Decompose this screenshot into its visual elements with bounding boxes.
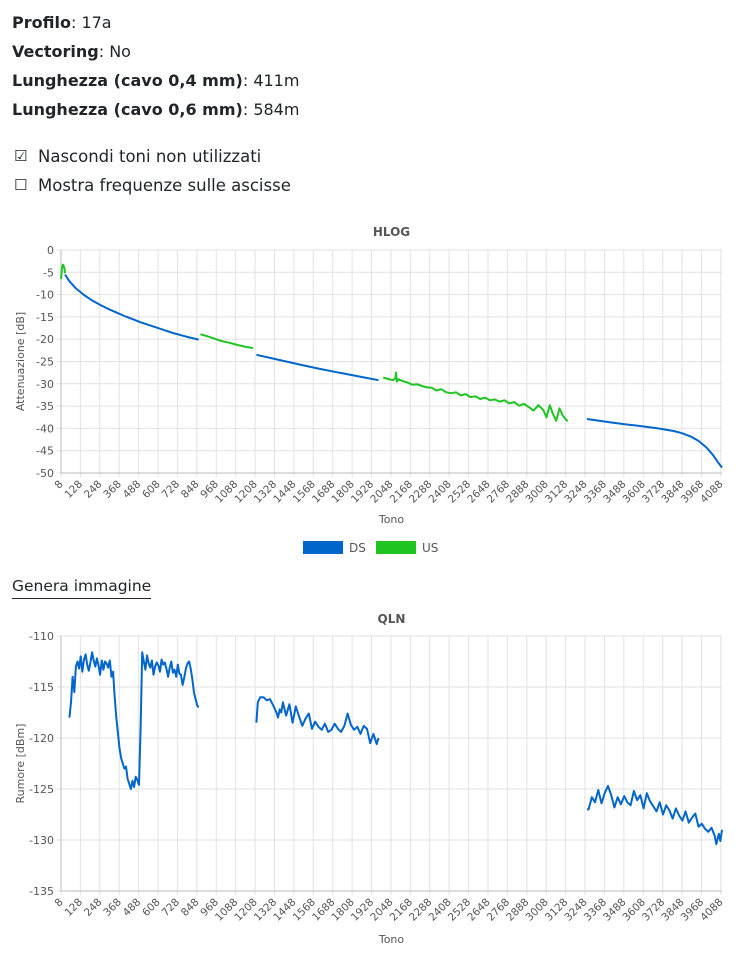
series-line-ds — [68, 651, 200, 790]
vectoring-row: Vectoring: No — [12, 42, 131, 61]
profilo-label: Profilo — [12, 13, 71, 32]
line-info: Profilo: 17a Vectoring: No Lunghezza (ca… — [12, 8, 299, 124]
y-tick-label: -120 — [29, 732, 54, 745]
series-line-us — [382, 371, 569, 422]
series-line-us — [200, 333, 254, 350]
y-tick-label: -15 — [36, 311, 54, 324]
legend-swatch-ds — [303, 541, 343, 554]
y-tick-label: -115 — [29, 681, 54, 694]
qln-chart: QLN -110 -115 -120 -125 -130 -1358128248368488… — [14, 612, 726, 946]
vectoring-label: Vectoring — [12, 42, 99, 61]
x-tick-label: 848 — [179, 478, 202, 501]
y-tick-label: -50 — [36, 467, 54, 480]
x-tick-label: 728 — [160, 896, 183, 919]
x-tick-label: 8 — [53, 478, 66, 491]
y-tick-label: -135 — [29, 885, 54, 898]
hide-unused-tones-option[interactable]: ☑ Nascondi toni non utilizzati — [14, 142, 291, 171]
legend-label-ds: DS — [349, 541, 366, 555]
profilo-value: 17a — [81, 13, 112, 32]
y-tick-label: -5 — [43, 266, 54, 279]
x-tick-label: 848 — [179, 896, 202, 919]
length-06-row: Lunghezza (cavo 0,6 mm): 584m — [12, 100, 300, 119]
y-tick-label: 0 — [47, 244, 54, 257]
series-line-ds — [255, 696, 380, 746]
show-frequencies-option[interactable]: ☐ Mostra frequenze sulle ascisse — [14, 171, 291, 200]
x-tick-label: 368 — [101, 478, 124, 501]
y-tick-label: -35 — [36, 400, 54, 413]
series-line-ds — [586, 418, 723, 469]
chart-title: QLN — [378, 612, 406, 626]
x-tick-label: 8 — [53, 896, 66, 909]
x-tick-label: 4088 — [698, 896, 725, 923]
series-line-us — [60, 263, 66, 280]
y-tick-label: -130 — [29, 834, 54, 847]
x-tick-label: 608 — [140, 478, 163, 501]
series-line-ds — [64, 273, 199, 341]
x-tick-label: 128 — [62, 896, 85, 919]
y-tick-label: -10 — [36, 289, 54, 302]
x-tick-label: 248 — [82, 896, 105, 919]
legend-swatch-us — [376, 541, 416, 554]
length-06-value: 584m — [253, 100, 300, 119]
vectoring-value: No — [109, 42, 131, 61]
hide-unused-tones-label[interactable]: Nascondi toni non utilizzati — [38, 147, 262, 166]
series-line-ds — [587, 784, 723, 846]
x-tick-label: 488 — [121, 478, 144, 501]
length-04-row: Lunghezza (cavo 0,4 mm): 411m — [12, 71, 300, 90]
y-tick-label: -25 — [36, 356, 54, 369]
y-tick-label: -45 — [36, 445, 54, 458]
y-tick-label: -40 — [36, 422, 54, 435]
x-tick-label: 608 — [140, 896, 163, 919]
y-tick-label: -30 — [36, 378, 54, 391]
y-axis-label: Attenuazione [dB] — [14, 312, 27, 411]
profilo-row: Profilo: 17a — [12, 13, 112, 32]
x-axis-label: Tono — [378, 933, 405, 946]
y-tick-label: -110 — [29, 630, 54, 643]
x-tick-label: 368 — [101, 896, 124, 919]
chart-options: ☑ Nascondi toni non utilizzati ☐ Mostra … — [14, 142, 291, 200]
show-frequencies-checkbox[interactable]: ☐ — [14, 176, 28, 194]
y-tick-label: -125 — [29, 783, 54, 796]
x-tick-label: 248 — [82, 478, 105, 501]
length-04-value: 411m — [253, 71, 300, 90]
y-axis-label: Rumore [dBm] — [14, 724, 27, 804]
x-tick-label: 4088 — [698, 478, 725, 505]
length-04-label: Lunghezza (cavo 0,4 mm) — [12, 71, 243, 90]
length-06-label: Lunghezza (cavo 0,6 mm) — [12, 100, 243, 119]
x-tick-label: 728 — [160, 478, 183, 501]
x-tick-label: 488 — [121, 896, 144, 919]
chart-title: HLOG — [373, 225, 410, 239]
generate-image-link[interactable]: Genera immagine — [12, 577, 152, 599]
show-frequencies-label[interactable]: Mostra frequenze sulle ascisse — [38, 176, 291, 195]
hlog-chart: HLOG 0 -5 -10 -15 -20 -25 -30 -35 -40 -45 -50812824… — [14, 225, 726, 555]
x-axis-label: Tono — [378, 513, 405, 526]
series-line-ds — [256, 353, 379, 382]
y-tick-label: -20 — [36, 333, 54, 346]
hide-unused-tones-checkbox[interactable]: ☑ — [14, 147, 28, 165]
x-tick-label: 128 — [62, 478, 85, 501]
legend-label-us: US — [422, 541, 438, 555]
